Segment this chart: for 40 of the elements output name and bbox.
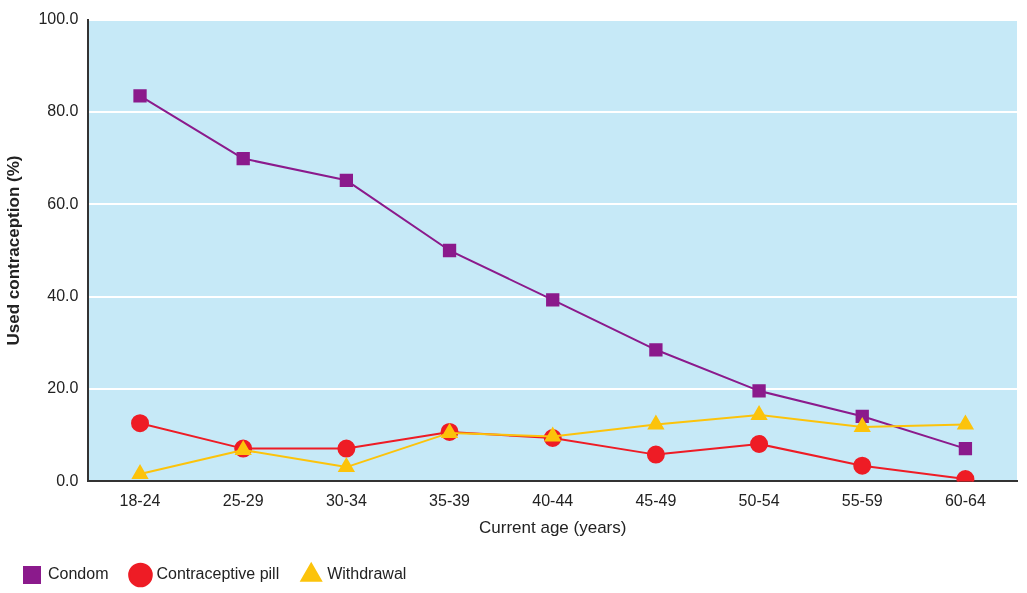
y-tick-label: 60.0 [47,194,79,212]
point [132,465,148,480]
point [338,458,355,473]
point [442,243,457,258]
point [337,439,356,458]
y-tick-label: 40.0 [47,287,79,305]
point [854,417,871,432]
legend-label: Withdrawal [327,565,407,583]
point [646,445,665,464]
point [957,415,974,430]
x-tick-label: 40-44 [532,492,574,510]
point [546,293,560,307]
point [339,173,354,187]
x-tick-label: 25-29 [222,492,264,510]
point [647,415,664,430]
y-tick-label: 100.0 [38,10,79,28]
x-tick-label: 18-24 [119,492,161,510]
point [133,89,147,103]
x-tick-label: 60-64 [944,492,986,510]
point [958,441,973,456]
point [544,427,561,442]
x-tick-label: 50-54 [738,492,780,510]
point [236,151,250,166]
y-tick-label: 0.0 [56,471,79,489]
y-tick-label: 20.0 [47,379,79,397]
x-tick-label: 55-59 [841,492,883,510]
point [853,456,872,475]
y-axis-title: Used contraception (%) [3,155,23,346]
point [750,434,769,453]
legend-label: Condom [48,565,109,583]
x-axis-title: Current age (years) [479,518,627,538]
point [751,405,767,420]
x-tick-label: 35-39 [429,492,471,510]
x-tick-label: 45-49 [635,492,677,510]
point [752,384,766,398]
y-tick-label: 80.0 [47,102,79,120]
point [131,414,150,433]
point [649,343,663,357]
legend-label: Contraceptive pill [156,565,280,583]
x-tick-label: 30-34 [325,492,367,510]
